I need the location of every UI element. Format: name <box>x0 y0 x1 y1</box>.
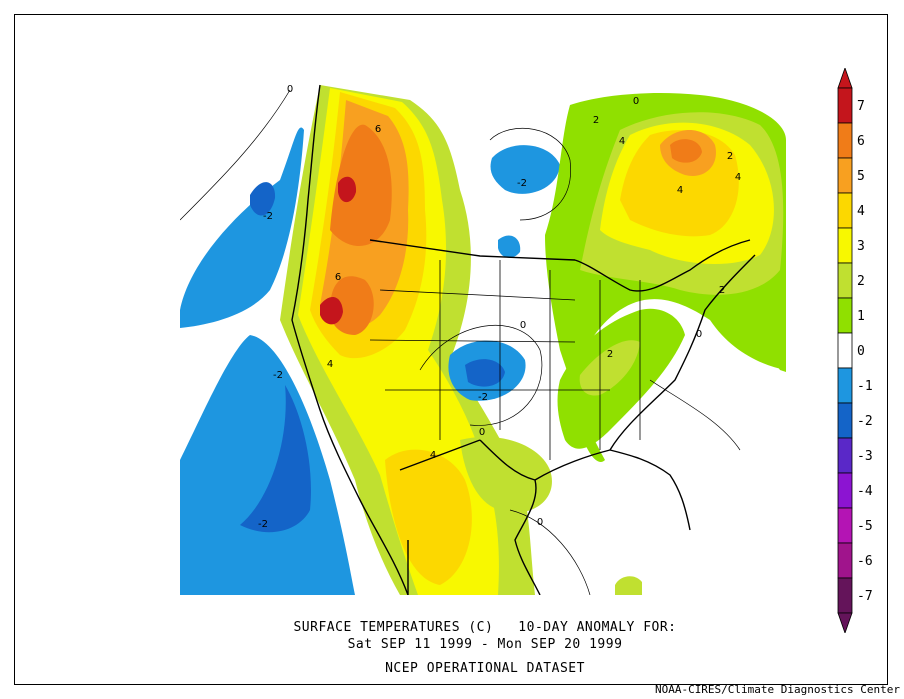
contour-label: -2 <box>263 211 273 222</box>
legend-swatch <box>837 367 853 404</box>
contour-label: 2 <box>593 115 599 126</box>
contour-line <box>180 89 291 221</box>
anomaly-region-plus-2 <box>460 436 552 513</box>
northeast-border <box>574 239 751 292</box>
us-mexico-border <box>399 439 481 471</box>
contour-label: 0 <box>537 517 543 528</box>
legend-swatch <box>837 262 853 299</box>
mexico-border <box>479 439 541 595</box>
legend-label: 6 <box>857 134 865 149</box>
anomaly-region-plus-1 <box>771 320 786 372</box>
legend-swatch <box>837 507 853 544</box>
anomaly-region-plus-2 <box>579 340 640 396</box>
legend-label: 0 <box>857 344 865 359</box>
anomaly-region-negative <box>490 145 560 194</box>
contour-label: 2 <box>727 151 733 162</box>
legend-swatch <box>837 297 853 334</box>
contour-label: 4 <box>735 172 741 183</box>
anomaly-region-plus-2 <box>615 576 642 595</box>
contour-label: 0 <box>287 84 293 95</box>
canada-us-border <box>369 239 576 261</box>
anomaly-fill <box>180 85 786 595</box>
credit-text: NOAA-CIRES/Climate Diagnostics Center <box>654 683 900 696</box>
anomaly-region-negative <box>180 127 304 328</box>
west-coastline <box>291 84 409 595</box>
legend-swatch <box>837 577 853 614</box>
legend-label: 5 <box>857 169 865 184</box>
contour-label: 6 <box>335 272 341 283</box>
gulf-coast <box>534 449 691 531</box>
contour-label: 2 <box>719 285 725 296</box>
contour-label: 4 <box>677 185 683 196</box>
legend-arrow-top <box>837 68 853 89</box>
legend-swatches <box>837 68 853 633</box>
state-line <box>379 289 576 301</box>
legend-swatch <box>837 332 853 369</box>
anomaly-region-negative <box>498 235 521 258</box>
legend-label: 3 <box>857 239 865 254</box>
anomaly-region-plus-7 <box>320 296 343 325</box>
contour-lines <box>180 89 741 595</box>
legend-label: -2 <box>857 414 873 429</box>
figure-frame <box>14 14 888 685</box>
legend-swatch <box>837 122 853 159</box>
contour-line <box>489 127 571 221</box>
legend-swatch <box>837 542 853 579</box>
contour-labels: 0 6 -2 -2 2 4 2 4 6 4 0 2 -2 -2 0 2 0 4 … <box>258 84 741 530</box>
legend-label: -5 <box>857 519 873 534</box>
east-coast <box>609 254 756 451</box>
contour-line <box>419 324 543 426</box>
legend-label: -6 <box>857 554 873 569</box>
contour-label: 2 <box>607 349 613 360</box>
anomaly-region-negative <box>250 182 276 216</box>
legend-swatch <box>837 157 853 194</box>
legend-label: -1 <box>857 379 873 394</box>
anomaly-region-plus-7 <box>338 176 357 203</box>
contour-label: -2 <box>517 178 527 189</box>
legend-label: 7 <box>857 99 865 114</box>
contour-label: -2 <box>478 392 488 403</box>
contour-label: -2 <box>273 370 283 381</box>
legend-swatch <box>837 87 853 124</box>
anomaly-region-negative <box>180 335 355 595</box>
state-line <box>369 339 576 343</box>
anomaly-region-plus-6 <box>330 124 392 247</box>
title-line-2: Sat SEP 11 1999 - Mon SEP 20 1999 <box>347 637 623 652</box>
legend-arrow-bottom <box>837 612 853 633</box>
contour-label: 4 <box>619 136 625 147</box>
legend-label: 2 <box>857 274 865 289</box>
legend-label: -7 <box>857 589 873 604</box>
legend-swatch <box>837 472 853 509</box>
title-line-3: NCEP OPERATIONAL DATASET <box>385 661 585 676</box>
contour-label: 0 <box>520 320 526 331</box>
legend-label: 4 <box>857 204 865 219</box>
color-legend: 7 6 5 4 3 2 1 0 -1 -2 -3 -4 -5 -6 -7 <box>837 68 873 633</box>
legend-label: 1 <box>857 309 865 324</box>
contour-label: 4 <box>327 359 333 370</box>
title-line-1: SURFACE TEMPERATURES (C) 10-DAY ANOMALY … <box>293 620 677 635</box>
anomaly-region-plus-4 <box>385 449 472 585</box>
coastlines-and-borders <box>291 84 756 595</box>
legend-label: -3 <box>857 449 873 464</box>
anomaly-region-negative <box>240 385 311 533</box>
legend-label: -4 <box>857 484 873 499</box>
contour-label: 0 <box>696 329 702 340</box>
contour-line <box>649 379 741 451</box>
legend-swatch <box>837 437 853 474</box>
contour-label: 4 <box>430 450 436 461</box>
anomaly-region-plus-6 <box>330 276 374 335</box>
anomaly-region-negative <box>465 359 505 387</box>
legend-swatch <box>837 192 853 229</box>
legend-swatch <box>837 227 853 264</box>
contour-label: 0 <box>479 427 485 438</box>
legend-swatch <box>837 402 853 439</box>
anomaly-region-plus-6 <box>670 139 702 163</box>
legend-labels: 7 6 5 4 3 2 1 0 -1 -2 -3 -4 -5 -6 -7 <box>857 99 873 604</box>
contour-label: -2 <box>258 519 268 530</box>
contour-label: 6 <box>375 124 381 135</box>
anomaly-map: 0 6 -2 -2 2 4 2 4 6 4 0 2 -2 -2 0 2 0 4 … <box>180 80 786 595</box>
contour-line <box>509 509 591 595</box>
contour-label: 0 <box>633 96 639 107</box>
